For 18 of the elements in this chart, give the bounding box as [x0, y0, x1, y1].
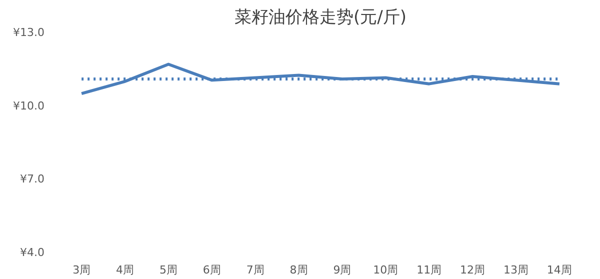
x-tick-label: 11周: [416, 264, 442, 276]
line-series: [80, 62, 561, 96]
x-tick-label: 7周: [246, 264, 264, 276]
x-tick-label: 13周: [503, 264, 528, 276]
x-tick-label: 12周: [460, 264, 486, 276]
x-tick-label: 5周: [159, 264, 178, 276]
x-tick-label: 10周: [373, 264, 398, 276]
y-tick-label: ¥10.0: [13, 99, 45, 112]
y-tick-label: ¥4.0: [20, 246, 45, 259]
x-tick-label: 3周: [72, 264, 91, 276]
y-tick-label: ¥13.0: [13, 26, 45, 39]
x-tick-label: 8周: [290, 264, 308, 276]
x-tick-label: 4周: [116, 264, 134, 276]
x-tick-label: 6周: [202, 264, 221, 276]
y-tick-label: ¥7.0: [20, 172, 45, 186]
x-tick-label: 14周: [546, 264, 572, 276]
x-tick-label: 9周: [333, 264, 352, 276]
chart-title: 菜籽油价格走势(元/斤): [234, 8, 407, 28]
